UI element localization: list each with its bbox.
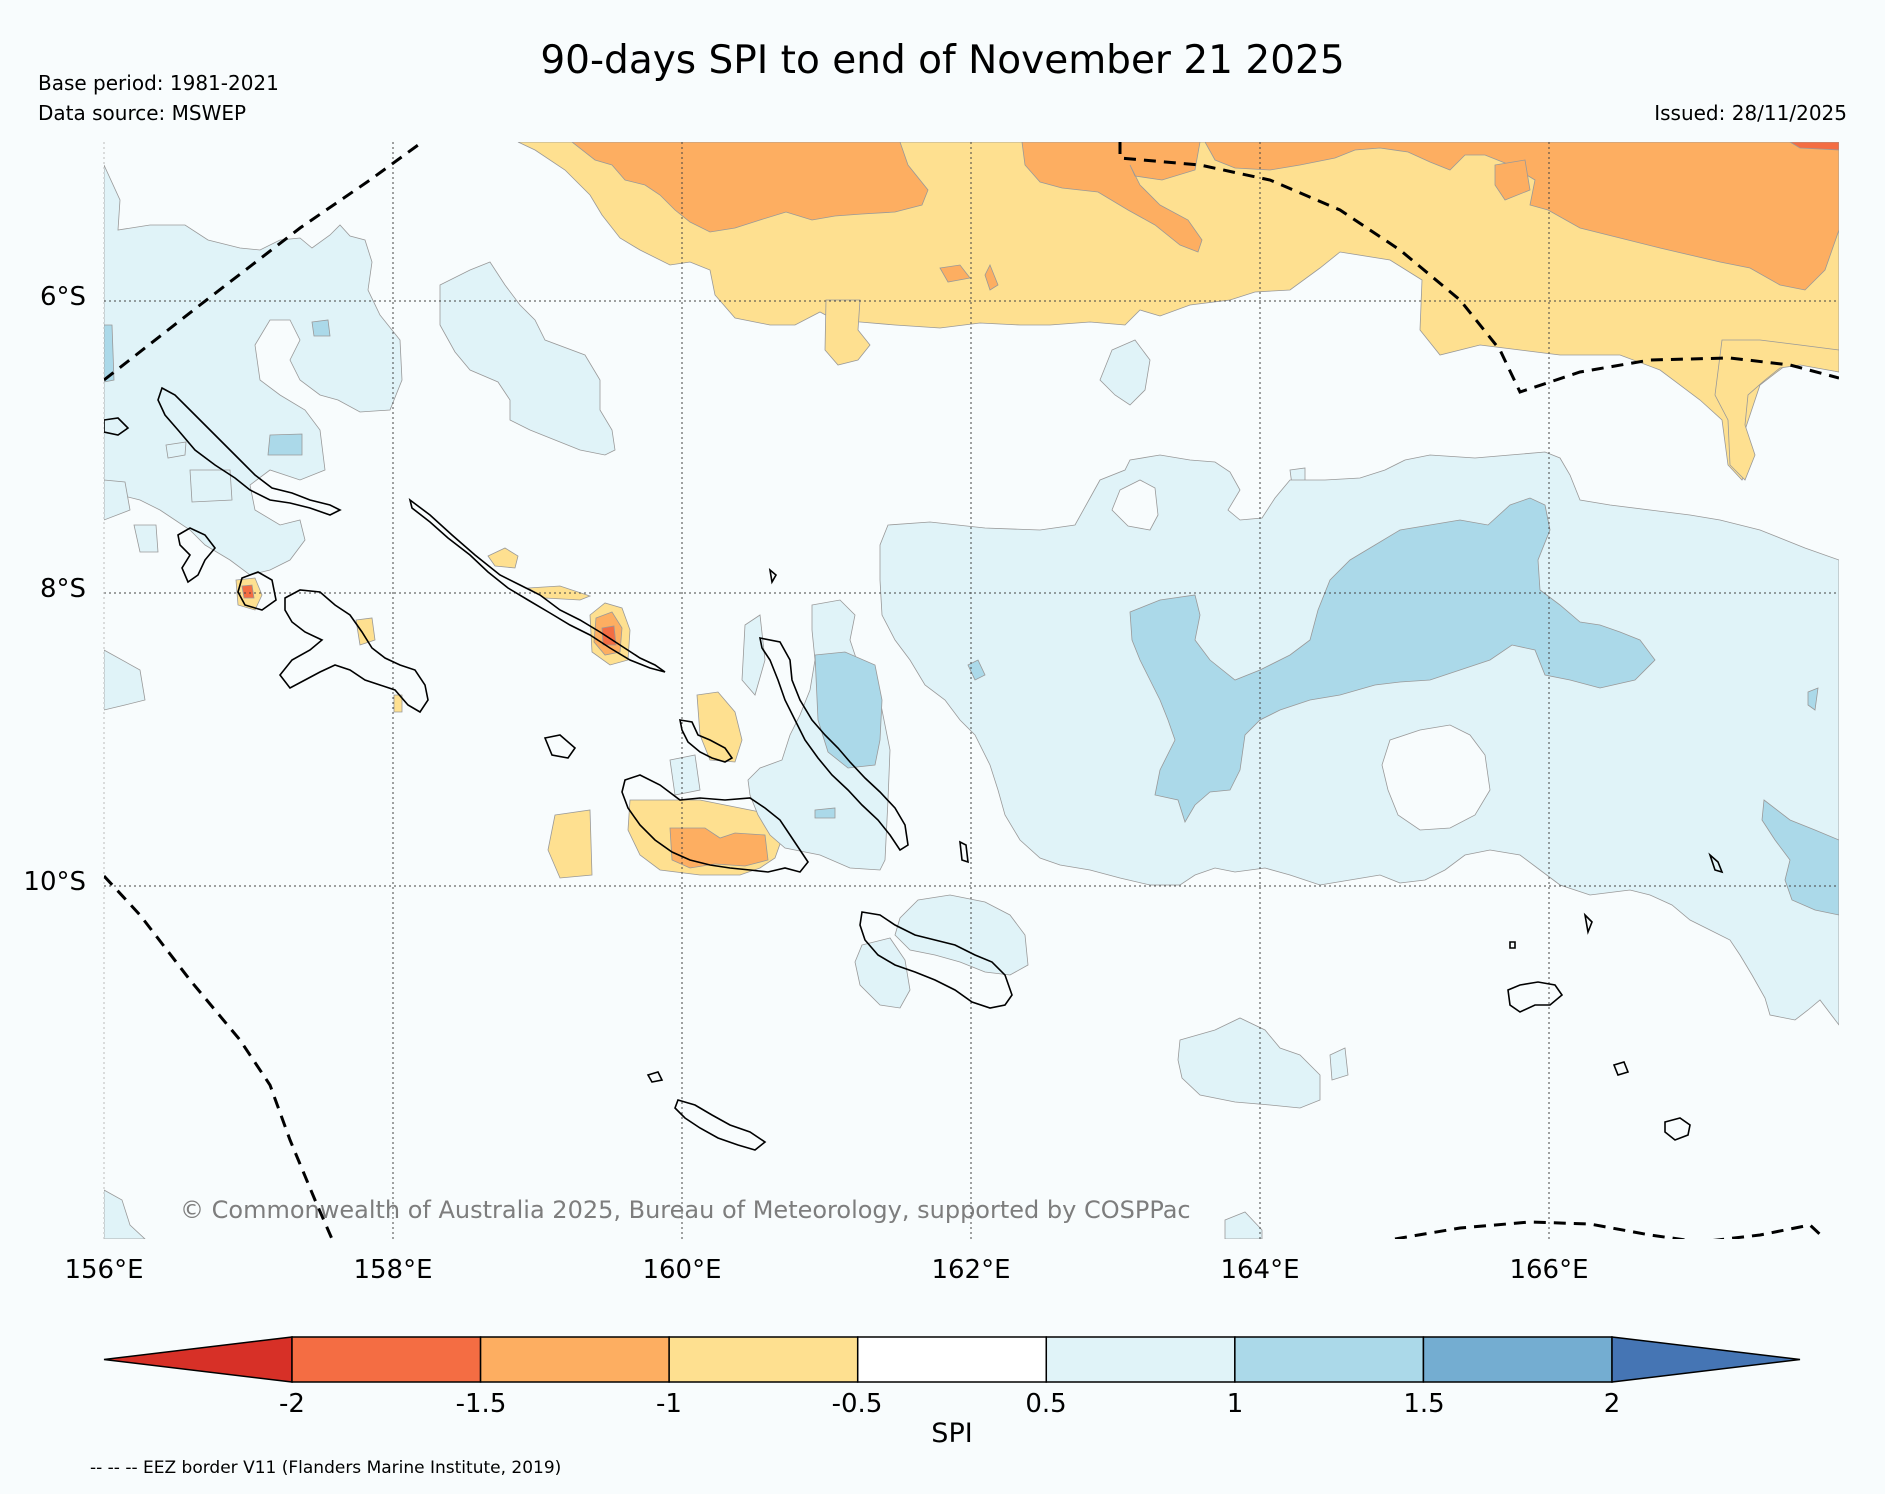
wet-spot-w-3	[133, 524, 159, 553]
coastlines	[104, 386, 1724, 1151]
strong-dry-spot-2	[984, 264, 999, 291]
lon-label-160e: 160°E	[642, 1255, 722, 1285]
eez-border-south	[1394, 1220, 1827, 1239]
wet-spot-sw-1	[104, 649, 146, 711]
moderate-wet-region-east	[1129, 497, 1656, 823]
map-title: 90-days SPI to end of November 21 2025	[540, 38, 1345, 83]
florida-islands	[678, 719, 734, 763]
strong-dry-region-b	[1021, 142, 1203, 253]
lon-label-166e: 166°E	[1509, 1255, 1589, 1285]
bougainville-island	[157, 386, 342, 516]
temotu-island-3	[1612, 1061, 1630, 1076]
dry-spot-central	[696, 691, 743, 763]
new-georgia-island	[278, 589, 429, 714]
moderate-wet-spot-east-2	[1807, 687, 1819, 711]
eez-borders	[104, 142, 1839, 1239]
eez-border-southwest	[104, 874, 334, 1239]
small-island-d	[768, 568, 778, 585]
colorbar-tick: 2	[1603, 1389, 1621, 1419]
colorbar-tick: -1.5	[455, 1389, 507, 1419]
dry-free-hole-east-2	[1381, 724, 1491, 831]
dry-free-hole-east	[1111, 479, 1159, 531]
strong-dry-region-c	[1204, 142, 1839, 291]
eez-border-northwest	[104, 142, 425, 382]
lat-label-10s: 10°S	[23, 867, 86, 897]
wet-spot-central-2	[741, 614, 766, 696]
wet-spot-south-4	[1329, 1047, 1349, 1081]
dry-spot-guadalcanal-w	[547, 809, 593, 879]
wet-spot-w-2	[189, 469, 233, 503]
temotu-island-1	[1507, 981, 1564, 1013]
small-island-b	[1708, 852, 1724, 874]
moderate-wet-spot-w2	[267, 433, 303, 456]
dry-anomaly-tongue	[824, 299, 871, 366]
colorbar-tick: -2	[279, 1389, 305, 1419]
dry-anomaly-region-east	[1714, 339, 1839, 481]
wet-spot-w-5	[165, 441, 187, 459]
eez-legend-note: -- -- -- EEZ border V11 (Flanders Marine…	[90, 1458, 562, 1478]
dry-spot-isabel	[487, 547, 519, 569]
lat-label-6s: 6°S	[39, 282, 86, 312]
dry-spot-west-2	[355, 617, 376, 646]
rennell-small-island	[646, 1071, 664, 1083]
wet-anomaly-region-east	[879, 451, 1839, 1026]
small-island-e	[104, 417, 130, 436]
moderate-wet-spot-w	[104, 324, 115, 383]
temotu-island-2	[1664, 1117, 1691, 1141]
strong-dry-spot	[939, 264, 971, 283]
colorbar-tick: -0.5	[831, 1389, 883, 1419]
wet-spot-sw	[104, 1189, 146, 1239]
lon-label-162e: 162°E	[931, 1255, 1011, 1285]
wet-spot-south-6	[1099, 339, 1151, 406]
severe-dry-region-ne	[1789, 142, 1839, 151]
moderate-wet-spot-east-3	[967, 659, 986, 681]
lon-label-156e: 156°E	[64, 1255, 144, 1285]
graticule	[104, 142, 1839, 1239]
issued-date-label: Issued: 28/11/2025	[1654, 101, 1847, 125]
wet-anomaly-region-west	[104, 164, 403, 576]
lon-label-158e: 158°E	[353, 1255, 433, 1285]
colorbar-tick: 1	[1226, 1389, 1244, 1419]
temotu-island-4	[1583, 912, 1593, 935]
moderate-wet-spot-w3	[311, 319, 331, 337]
vella-lavella-island	[237, 571, 277, 611]
wet-spot-w-4	[104, 479, 131, 521]
wet-spot-south-3	[1177, 1017, 1321, 1109]
moderate-wet-spot-central-2	[814, 807, 836, 819]
wet-spot-south-2	[854, 937, 911, 1009]
wet-anomaly-region-west-b	[439, 261, 616, 456]
colorbar-tick: -1	[656, 1389, 682, 1419]
lat-label-8s: 8°S	[39, 574, 86, 604]
guadalcanal-island	[621, 774, 809, 873]
moderate-wet-spot-central	[814, 651, 883, 769]
data-source-label: Data source: MSWEP	[38, 101, 247, 125]
shortland-island	[177, 527, 217, 584]
wet-spot-south-5	[1224, 1211, 1263, 1239]
lon-label-164e: 164°E	[1220, 1255, 1300, 1285]
colorbar-tick: 1.5	[1403, 1389, 1445, 1419]
colorbar-tick: 0.5	[1025, 1389, 1067, 1419]
makira-island	[674, 1099, 767, 1151]
wet-spot-south-1	[894, 894, 1029, 976]
eez-border-north	[1118, 142, 1839, 394]
strong-dry-region-a	[571, 142, 929, 233]
choiseul-island	[408, 498, 666, 673]
santa-isabel-island	[758, 636, 909, 852]
wet-spot-central-3	[669, 754, 701, 796]
base-period-label: Base period: 1981-2021	[38, 71, 279, 95]
malaita-island	[859, 911, 1013, 1009]
copyright-label: © Commonwealth of Australia 2025, Bureau…	[180, 1196, 1191, 1224]
small-island-a	[1509, 941, 1516, 949]
small-island-c	[959, 840, 969, 864]
strong-dry-spot-guadalcanal	[669, 827, 769, 869]
colorbar-label: SPI	[931, 1418, 973, 1449]
dry-anomaly-region-north	[517, 142, 1839, 481]
strong-dry-region-d	[1494, 159, 1531, 201]
russell-islands	[543, 734, 577, 759]
severe-dry-spot-west-1	[241, 584, 255, 599]
